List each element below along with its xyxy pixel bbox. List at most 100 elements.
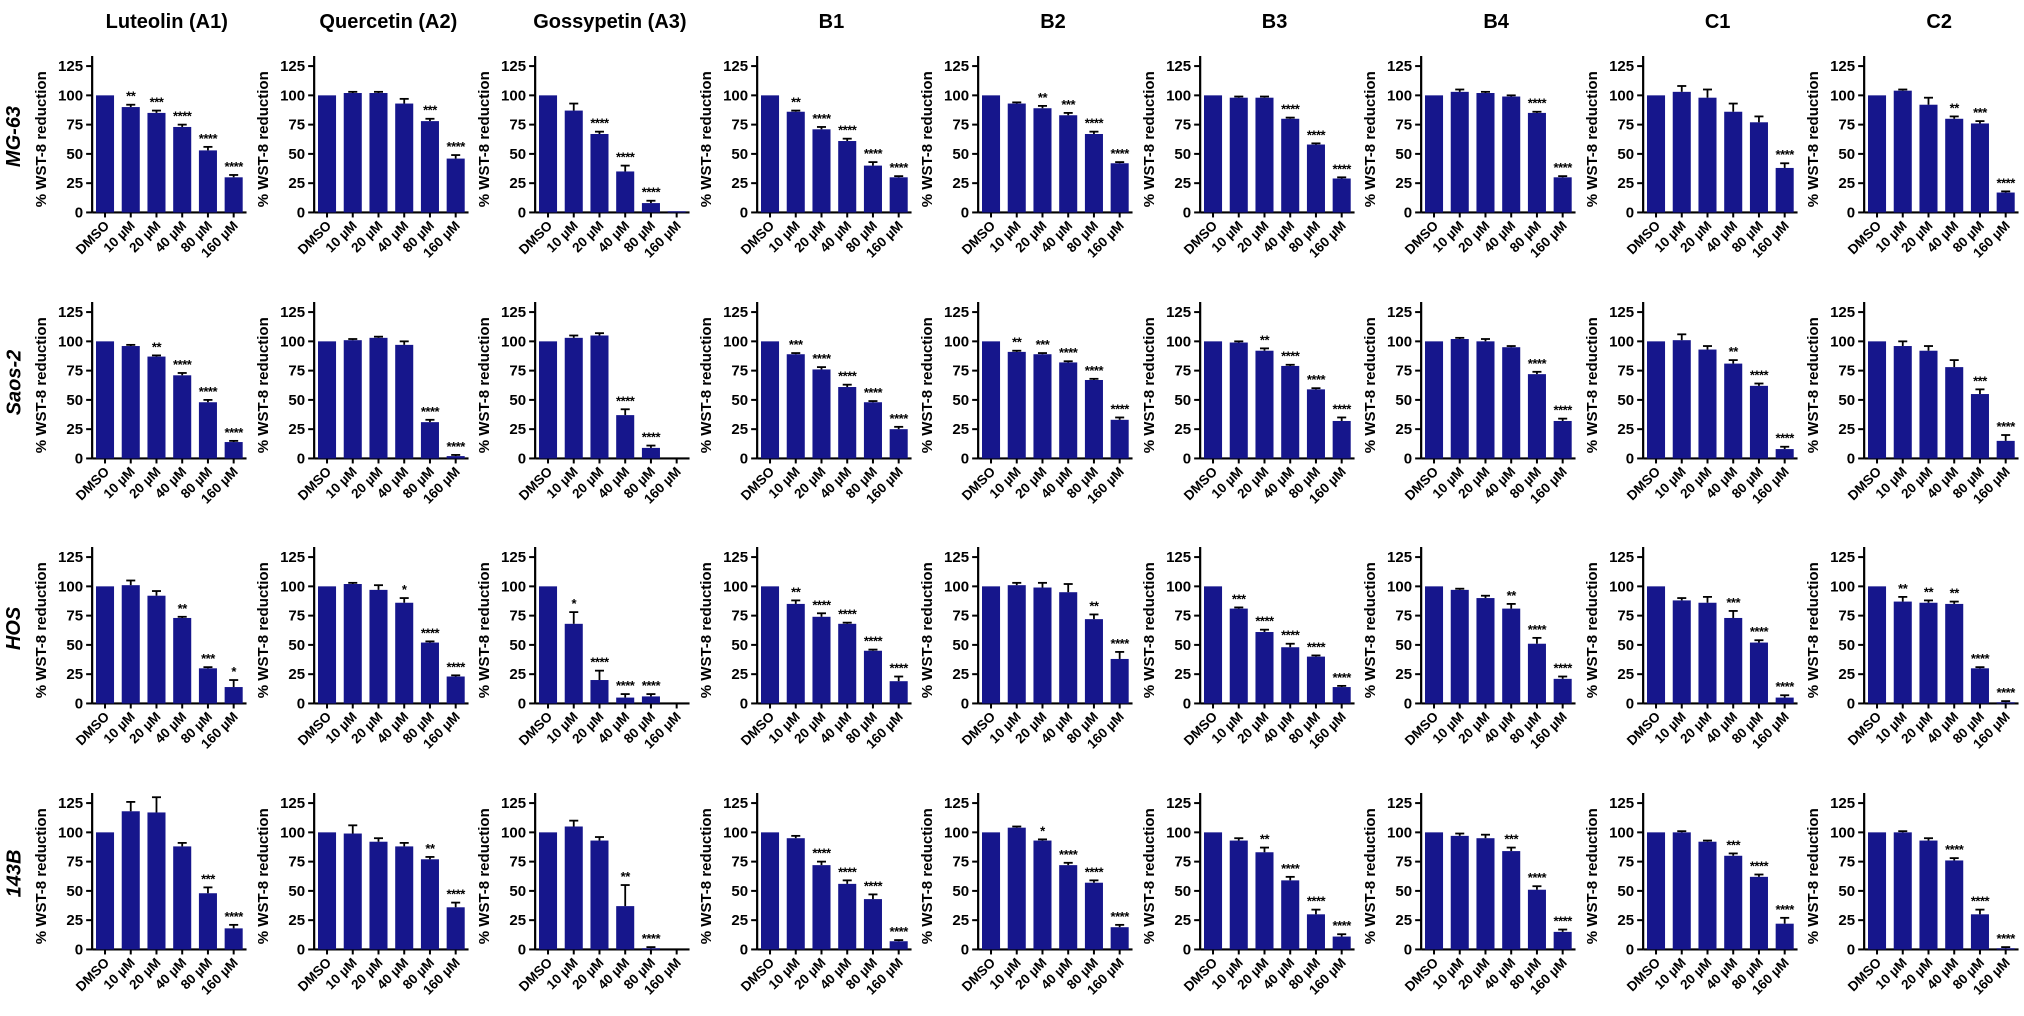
- y-axis-label: % WST-8 reduction: [33, 71, 50, 207]
- y-tick-label: 25: [731, 666, 748, 683]
- significance-stars: ****: [889, 924, 909, 939]
- chart-HOS-Quercetin-A2-: 0 25 50 75 100 125 DMSO 10 µM 20 µM * 40 µM **** 80 …: [252, 525, 474, 771]
- y-tick-label: 100: [1166, 579, 1191, 596]
- y-tick-label: 25: [1839, 912, 1856, 929]
- significance-stars: ****: [446, 139, 466, 154]
- bar: [369, 590, 388, 704]
- y-axis-label: % WST-8 reduction: [1805, 808, 1822, 944]
- chart-MG-63-B4: 0 25 50 75 100 125 DMSO 10 µM 20 µM 40 µM **** 80 µ…: [1359, 34, 1581, 280]
- y-tick-label: 100: [501, 333, 526, 350]
- y-tick-label: 25: [66, 912, 83, 929]
- bar: [1945, 604, 1964, 704]
- bar: [1528, 373, 1547, 459]
- y-axis-label: % WST-8 reduction: [1584, 808, 1601, 944]
- significance-stars: ****: [590, 116, 610, 131]
- chart-MG-63-B2: 0 25 50 75 100 125 DMSO 10 µM ** 20 µM *** 40 µM ***…: [916, 34, 1138, 280]
- y-tick-label: 25: [1396, 666, 1413, 683]
- y-tick-label: 75: [66, 608, 83, 625]
- y-tick-label: 50: [1617, 392, 1634, 409]
- y-tick-label: 25: [288, 175, 305, 192]
- y-tick-label: 75: [66, 117, 83, 134]
- significance-stars: **: [1899, 581, 1910, 596]
- bar: [1672, 339, 1691, 459]
- significance-stars: **: [1729, 344, 1740, 359]
- y-tick-label: 25: [1174, 421, 1191, 438]
- bar: [863, 401, 882, 459]
- bar: [667, 211, 686, 213]
- y-tick-label: 100: [1387, 87, 1412, 104]
- bar: [889, 681, 908, 704]
- y-tick-label: 125: [944, 549, 969, 566]
- bar: [1749, 642, 1768, 704]
- y-tick-label: 50: [1174, 146, 1191, 163]
- y-tick-label: 50: [288, 883, 305, 900]
- y-tick-label: 75: [510, 853, 527, 870]
- y-tick-label: 75: [288, 117, 305, 134]
- chart-143B-Luteolin-A1-: 0 25 50 75 100 125 DMSO 10 µM 20 µM 40 µM *** 80 µM…: [30, 771, 252, 1016]
- y-tick-label: 75: [1617, 362, 1634, 379]
- y-tick-label: 100: [280, 87, 305, 104]
- y-tick-label: 125: [723, 304, 748, 321]
- bar: [616, 697, 635, 704]
- bar: [317, 832, 336, 950]
- significance-stars: ****: [1946, 842, 1966, 857]
- chart-HOS-B1: 0 25 50 75 100 125 DMSO ** 10 µM **** 20 µM **** 40 …: [695, 525, 917, 771]
- column-title-gossypetin-a3: Gossypetin (A3): [533, 11, 687, 33]
- chart-Saos-2-Gossypetin-A3-: 0 25 50 75 100 125 DMSO 10 µM 20 µM **** 40 µM ****…: [473, 280, 695, 526]
- y-tick-label: 50: [1839, 392, 1856, 409]
- y-tick-label: 75: [1839, 608, 1856, 625]
- bar: [121, 107, 140, 213]
- y-tick-label: 25: [288, 912, 305, 929]
- y-axis-label: % WST-8 reduction: [1141, 808, 1158, 944]
- y-tick-label: 75: [66, 853, 83, 870]
- chart-MG-63-B3: 0 25 50 75 100 125 DMSO 10 µM 20 µM **** 40 µM ****…: [1138, 34, 1360, 280]
- y-tick-label: 25: [510, 912, 527, 929]
- y-axis-label: % WST-8 reduction: [1805, 71, 1822, 207]
- y-tick-label: 0: [739, 450, 747, 467]
- bar: [616, 171, 635, 213]
- bar: [1033, 587, 1052, 704]
- chart-HOS-C1: 0 25 50 75 100 125 DMSO 10 µM 20 µM *** 40 µM **** 8…: [1581, 525, 1803, 771]
- bar: [1451, 835, 1470, 950]
- y-axis-label: % WST-8 reduction: [698, 317, 715, 453]
- y-tick-label: 0: [518, 450, 526, 467]
- y-tick-label: 0: [296, 204, 304, 221]
- y-tick-label: 75: [953, 853, 970, 870]
- bar: [564, 826, 583, 950]
- bar: [642, 948, 661, 950]
- y-tick-label: 75: [1174, 853, 1191, 870]
- significance-stars: ****: [1281, 348, 1301, 363]
- y-tick-label: 75: [1839, 117, 1856, 134]
- significance-stars: **: [1090, 599, 1101, 614]
- significance-stars: ****: [863, 634, 883, 649]
- chart-Saos-2-B4: 0 25 50 75 100 125 DMSO 10 µM 20 µM 40 µM **** 80 µ…: [1359, 280, 1581, 526]
- significance-stars: **: [1924, 585, 1935, 600]
- y-axis-label: % WST-8 reduction: [255, 562, 272, 698]
- significance-stars: ****: [1281, 861, 1301, 876]
- y-tick-label: 0: [1847, 450, 1855, 467]
- y-tick-label: 75: [66, 362, 83, 379]
- y-tick-label: 25: [1174, 912, 1191, 929]
- y-tick-label: 0: [1183, 696, 1191, 713]
- significance-stars: ****: [1111, 146, 1131, 161]
- significance-stars: ****: [1554, 661, 1574, 676]
- y-tick-label: 50: [1396, 637, 1413, 654]
- bar: [863, 898, 882, 950]
- significance-stars: ****: [838, 864, 858, 879]
- bar: [590, 335, 609, 459]
- bar: [1502, 346, 1521, 459]
- bar: [1033, 840, 1052, 950]
- bar: [786, 353, 805, 459]
- row-label-text: HOS: [3, 606, 26, 650]
- y-tick-label: 0: [296, 696, 304, 713]
- bar: [1332, 420, 1351, 459]
- y-tick-label: 0: [1847, 696, 1855, 713]
- y-tick-label: 100: [1831, 333, 1856, 350]
- significance-stars: ****: [1255, 614, 1275, 629]
- y-tick-label: 75: [731, 362, 748, 379]
- bar: [1280, 647, 1300, 704]
